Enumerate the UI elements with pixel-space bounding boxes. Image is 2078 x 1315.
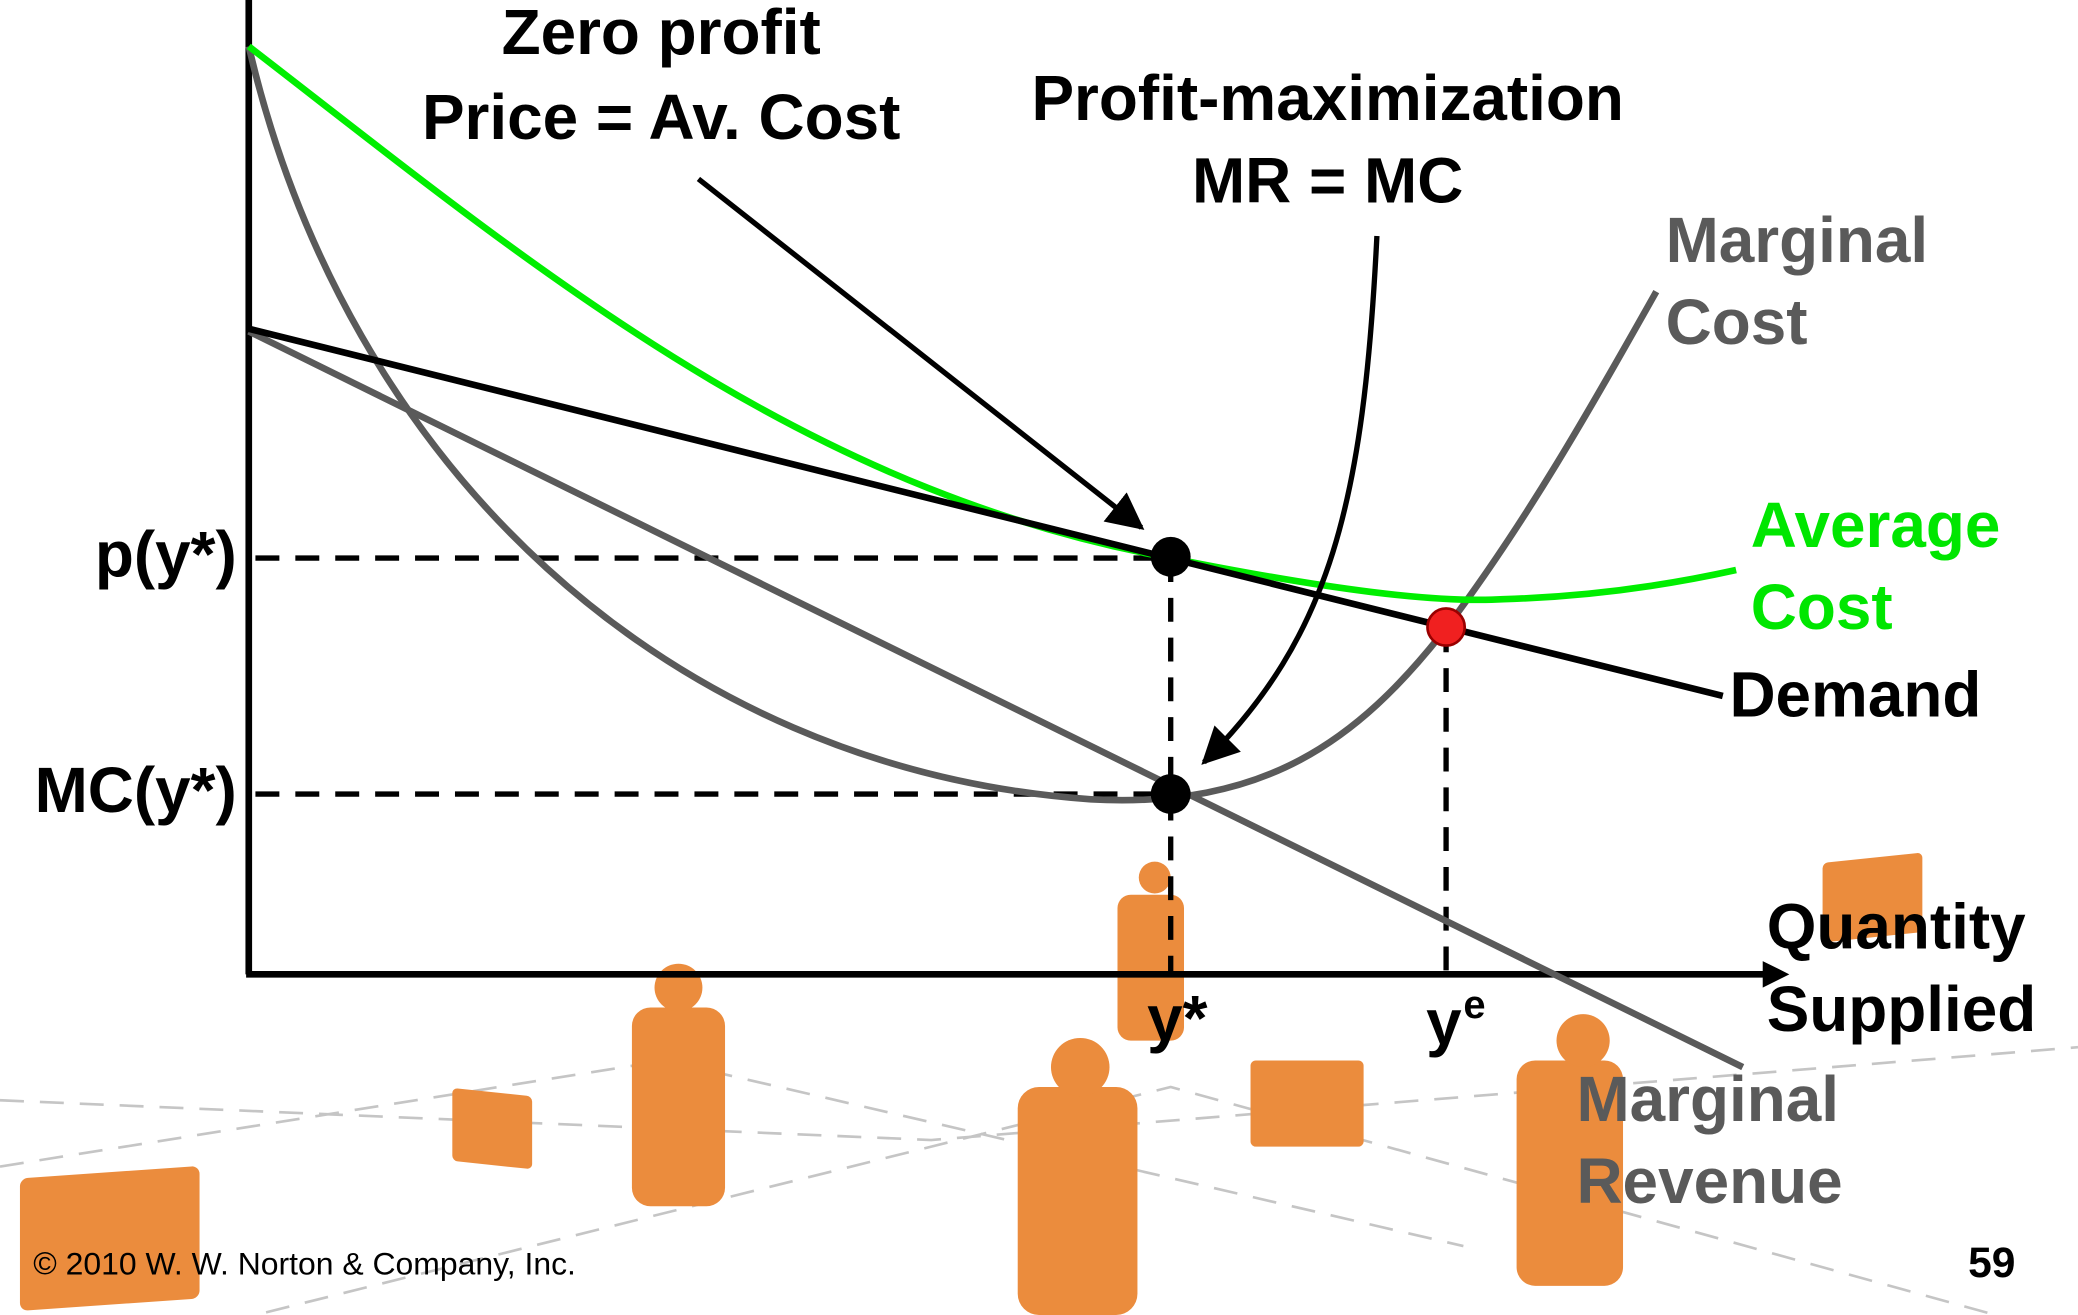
curve-label: Marginal (1576, 1063, 1839, 1135)
annotation: Profit-maximization (1031, 62, 1623, 134)
curve-label: Cost (1666, 286, 1808, 358)
demand-line (247, 325, 1724, 700)
annotation: Zero profit (502, 0, 821, 68)
annotation-arrow (1201, 235, 1380, 765)
background-decoration (0, 853, 2078, 1315)
x-axis-title: Supplied (1767, 973, 2037, 1045)
x-label: y* (1147, 982, 1208, 1054)
curve-label: Marginal (1666, 204, 1929, 276)
annotation: Price = Av. Cost (422, 81, 900, 153)
x-label-superscript: e (1463, 983, 1485, 1027)
x-axis-title: Quantity (1767, 891, 2027, 963)
copyright: © 2010 W. W. Norton & Company, Inc. (33, 1245, 576, 1281)
curve-label: Average (1751, 489, 2001, 561)
annotation: MR = MC (1192, 145, 1463, 217)
equilibrium-point (1426, 607, 1467, 647)
profit-max-point (1150, 774, 1191, 814)
curve-label: Cost (1751, 571, 1893, 643)
page-number: 59 (1968, 1240, 2015, 1287)
guide-lines (255, 555, 1449, 975)
annotation-arrow (696, 176, 1145, 530)
marginal-cost-curve (245, 45, 1660, 804)
y-label: p(y*) (95, 518, 237, 590)
curve-label: Demand (1729, 659, 1981, 731)
marginal-revenue-line (247, 328, 1745, 1071)
zero-profit-point (1150, 536, 1191, 577)
x-axis-arrow (1762, 961, 1790, 988)
x-label: y (1426, 986, 1462, 1058)
curve-label: Revenue (1576, 1145, 1842, 1217)
y-label: MC(y*) (35, 754, 237, 826)
